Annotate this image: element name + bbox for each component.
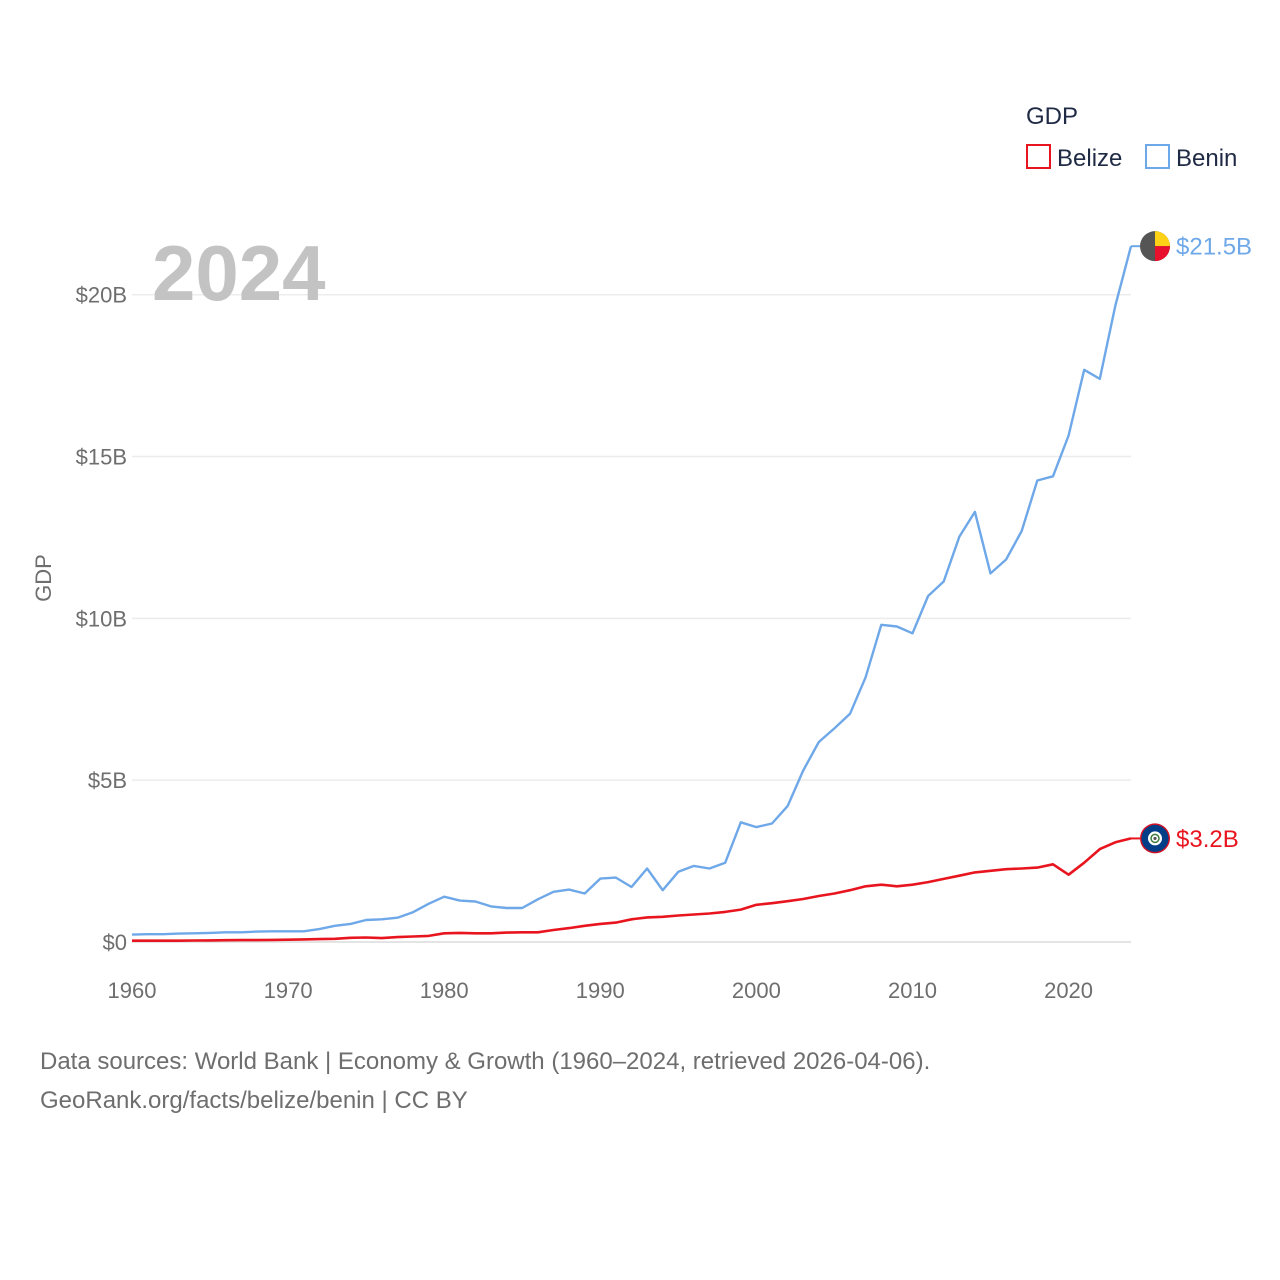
y-tick-label: $5B (88, 768, 127, 793)
x-tick-label: 2010 (888, 978, 937, 1003)
series-end-markers: $3.2B $21.5B (1131, 231, 1252, 854)
x-tick-label: 1960 (108, 978, 157, 1003)
y-axis: $0 $5B $10B $15B $20B (76, 283, 127, 955)
y-tick-label: $0 (103, 930, 127, 955)
y-tick-label: $10B (76, 606, 127, 631)
end-label-belize: $3.2B (1176, 826, 1239, 853)
belize-flag-icon (1140, 823, 1170, 854)
y-tick-label: $20B (76, 283, 127, 308)
credit-line: GeoRank.org/facts/belize/benin | CC BY (40, 1087, 468, 1114)
legend-item-belize[interactable]: Belize (1026, 144, 1122, 172)
x-tick-label: 2000 (732, 978, 781, 1003)
y-axis-title: GDP (31, 554, 56, 602)
legend-swatch-benin (1145, 144, 1170, 169)
x-tick-label: 1990 (576, 978, 625, 1003)
legend-title: GDP (1026, 103, 1078, 130)
legend-label-belize: Belize (1057, 145, 1122, 172)
legend-item-benin[interactable]: Benin (1145, 144, 1237, 172)
legend: GDP Belize Benin (1026, 103, 1237, 172)
benin-flag-icon (1140, 231, 1171, 262)
legend-label-benin: Benin (1176, 145, 1237, 172)
end-label-benin: $21.5B (1176, 234, 1252, 261)
x-axis: 1960 1970 1980 1990 2000 2010 2020 (108, 978, 1094, 1003)
x-tick-label: 1970 (264, 978, 313, 1003)
series-lines (131, 245, 1133, 943)
year-watermark: 2024 (152, 229, 326, 317)
gridlines (132, 293, 1131, 943)
x-tick-label: 2020 (1044, 978, 1093, 1003)
series-line-belize (132, 837, 1132, 943)
y-tick-label: $15B (76, 445, 127, 470)
x-tick-label: 1980 (420, 978, 469, 1003)
data-source-note: Data sources: World Bank | Economy & Gro… (40, 1048, 930, 1075)
legend-swatch-belize (1026, 144, 1051, 169)
series-line-benin (131, 245, 1133, 936)
